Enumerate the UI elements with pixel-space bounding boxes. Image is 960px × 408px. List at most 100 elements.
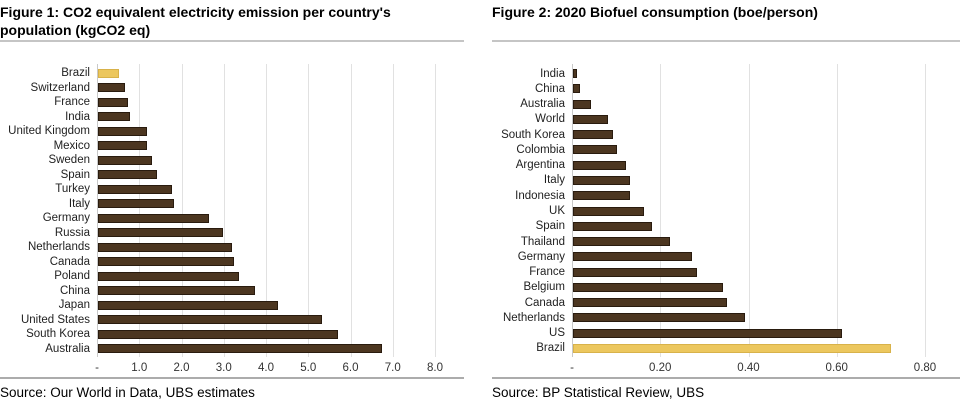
bar-row: Spain — [492, 219, 960, 234]
bar-row: Thailand — [492, 234, 960, 249]
bar-row: Germany — [0, 211, 464, 226]
gridline — [139, 64, 141, 357]
category-label: Australia — [520, 98, 565, 111]
x-tick-label: 0.80 — [913, 362, 937, 374]
category-label: Indonesia — [515, 189, 565, 202]
bar-track — [572, 84, 925, 94]
category-label: United Kingdom — [8, 125, 90, 138]
bar-row: South Korea — [0, 327, 464, 342]
x-tick-label: 2.0 — [173, 362, 190, 374]
category-label: India — [540, 67, 565, 80]
bar-track — [97, 126, 435, 136]
category-label: Spain — [60, 168, 90, 181]
bar-track — [97, 257, 435, 267]
category-label: Germany — [42, 212, 90, 225]
y-axis-line — [97, 64, 98, 357]
bar — [573, 267, 697, 277]
bar-track — [97, 112, 435, 122]
figure1-footer-rule — [0, 377, 464, 379]
category-label: Japan — [58, 299, 90, 312]
bar — [98, 271, 239, 281]
bar — [98, 155, 152, 165]
bar-row: Italy — [0, 197, 464, 212]
x-tick-label: 7.0 — [384, 362, 401, 374]
bar — [98, 141, 147, 151]
bar-track — [572, 282, 925, 292]
figure2-footer-rule — [492, 377, 960, 379]
category-label: France — [54, 96, 90, 109]
category-label: Italy — [68, 197, 90, 210]
bar — [573, 328, 843, 338]
bar-track — [572, 175, 925, 185]
x-tick-label: - — [570, 362, 574, 374]
gridline — [925, 64, 926, 357]
bar — [98, 199, 175, 209]
bar — [98, 112, 130, 122]
bar-row: Canada — [492, 295, 960, 310]
category-label: Brazil — [61, 67, 90, 80]
grid-layer — [572, 64, 926, 357]
bar-track — [97, 213, 435, 223]
bar-track — [572, 114, 925, 124]
bar — [573, 206, 644, 216]
bar-track — [97, 170, 435, 180]
gridline — [223, 64, 225, 357]
bar — [98, 344, 382, 354]
bar-row: Australia — [492, 97, 960, 112]
category-label: Canada — [49, 255, 90, 268]
bar-track — [97, 141, 435, 151]
category-label: Colombia — [516, 143, 565, 156]
bar-track — [572, 267, 925, 277]
category-label: Netherlands — [502, 311, 565, 324]
bar — [98, 184, 172, 194]
bar-row: France — [0, 95, 464, 110]
x-tick-label: 6.0 — [342, 362, 359, 374]
bar — [98, 242, 232, 252]
category-label: United States — [20, 313, 90, 326]
bar-track — [97, 68, 435, 78]
highlighted-bar — [98, 68, 120, 78]
gridline — [435, 64, 436, 357]
bar-row: Turkey — [0, 182, 464, 197]
gridline — [660, 64, 662, 357]
bar-row: Netherlands — [492, 310, 960, 325]
bar-track — [97, 286, 435, 296]
gridline — [266, 64, 267, 357]
x-tick-label: 1.0 — [131, 362, 148, 374]
gridline — [308, 64, 310, 357]
gridline — [748, 64, 750, 357]
x-tick-label: - — [95, 362, 99, 374]
bar — [573, 145, 618, 155]
bar — [573, 160, 626, 170]
category-label: Germany — [517, 250, 565, 263]
bar — [573, 298, 728, 308]
bar-track — [97, 315, 435, 325]
bar-track — [97, 199, 435, 209]
bar-row: Brazil — [492, 341, 960, 356]
bar — [98, 329, 339, 339]
category-label: Spain — [535, 220, 565, 233]
bar-row: Poland — [0, 269, 464, 284]
bar-row: Mexico — [0, 139, 464, 154]
bar — [573, 252, 693, 262]
category-label: China — [59, 284, 90, 297]
bar-row: Russia — [0, 226, 464, 241]
bar — [98, 228, 224, 238]
bar-row: Switzerland — [0, 81, 464, 96]
bar-track — [97, 242, 435, 252]
bar-track — [97, 83, 435, 93]
bar-row: Italy — [492, 173, 960, 188]
bar-track — [572, 99, 925, 109]
category-label: Brazil — [536, 342, 565, 355]
bar-track — [97, 184, 435, 194]
category-label: Canada — [524, 296, 565, 309]
gridline — [181, 64, 183, 357]
category-label: Netherlands — [27, 241, 90, 254]
category-label: Belgium — [523, 281, 565, 294]
category-label: Sweden — [48, 154, 90, 167]
bar-track — [572, 252, 925, 262]
bar — [573, 84, 580, 94]
bar — [573, 282, 724, 292]
bar — [573, 130, 613, 140]
